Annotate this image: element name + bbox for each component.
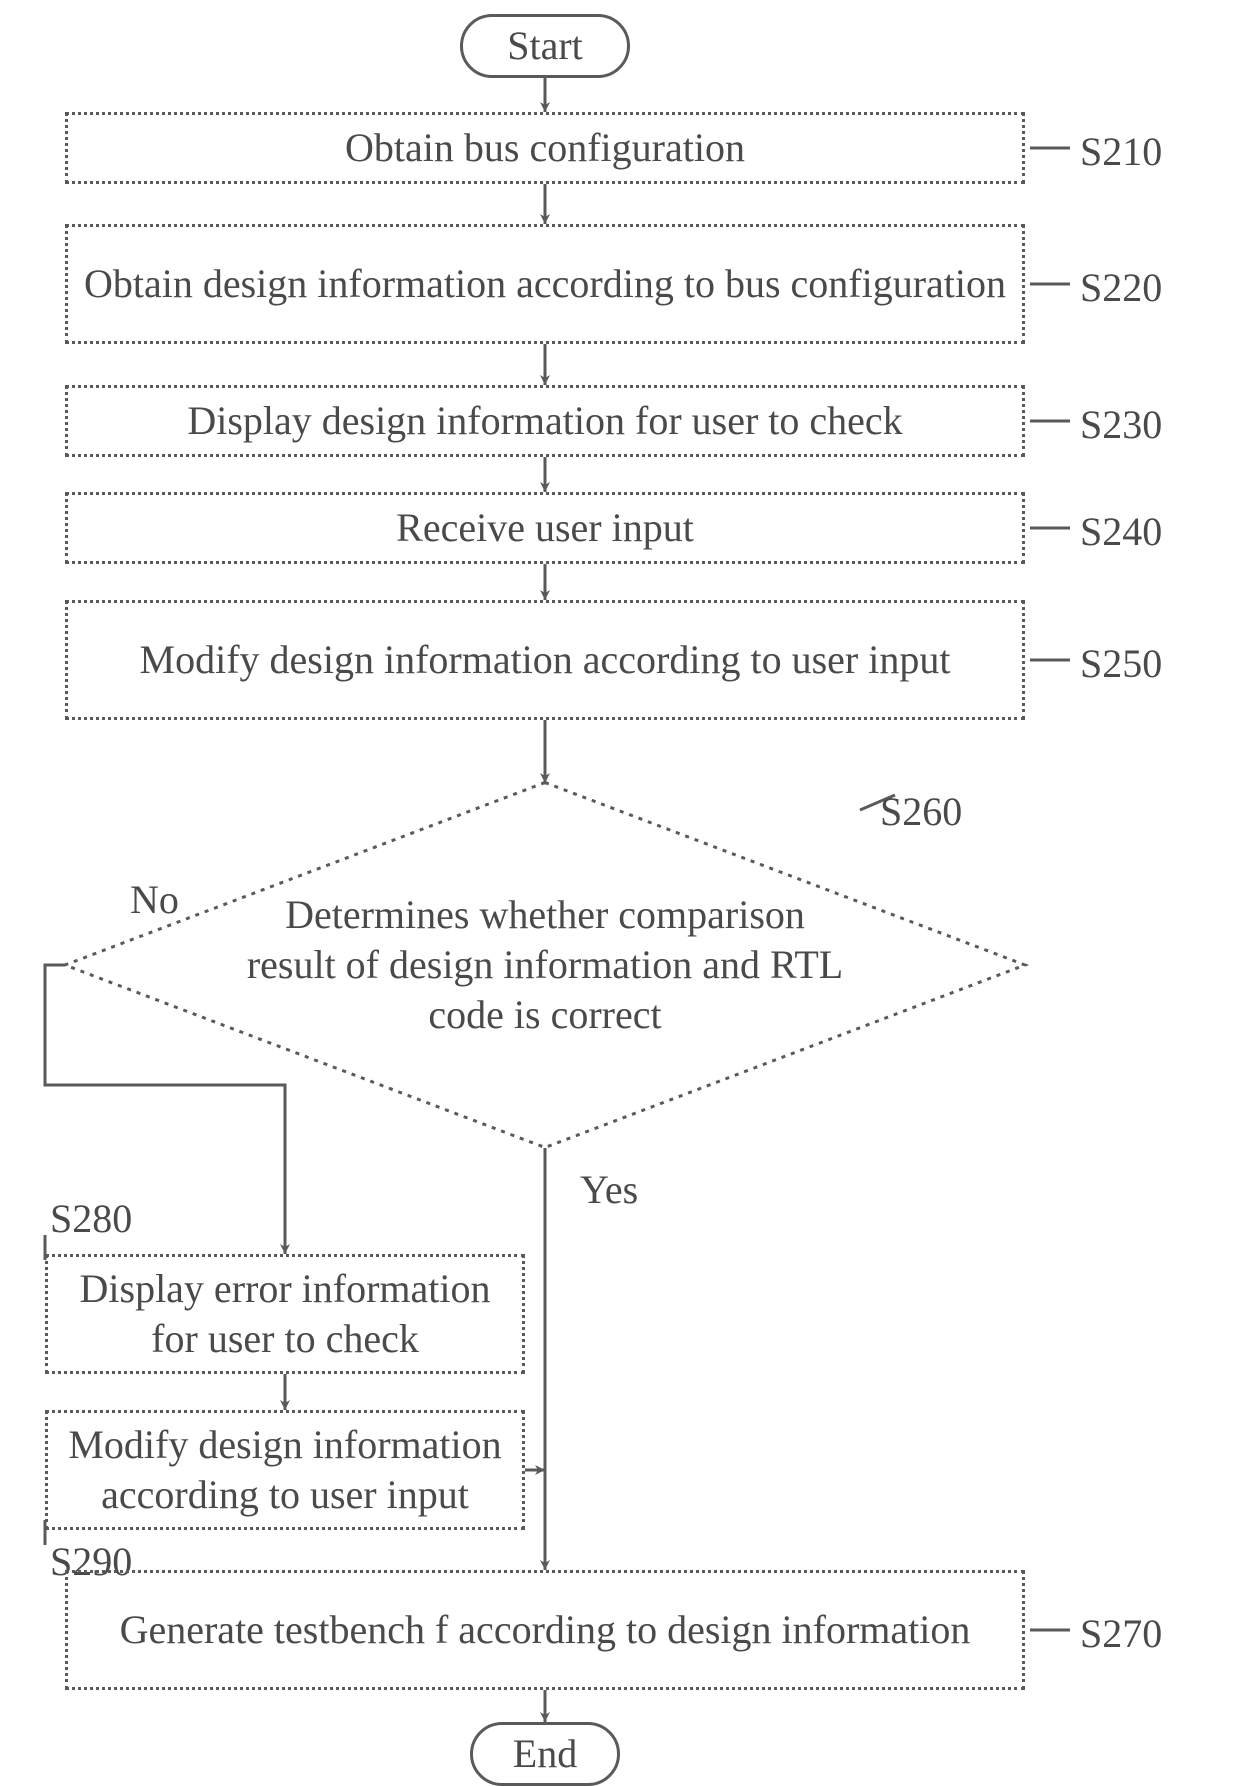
process-s270-text: Generate testbench f according to design…	[120, 1605, 971, 1655]
process-s250-text: Modify design information according to u…	[140, 635, 951, 685]
end-text: End	[513, 1729, 577, 1779]
step-label-s220: S220	[1080, 264, 1162, 311]
process-s220: Obtain design information according to b…	[65, 224, 1025, 344]
process-s210: Obtain bus configuration	[65, 112, 1025, 184]
step-label-s250: S250	[1080, 640, 1162, 687]
process-s290-text: Modify design information according to u…	[62, 1420, 508, 1520]
process-s280: Display error information for user to ch…	[45, 1254, 525, 1374]
process-s220-text: Obtain design information according to b…	[84, 259, 1006, 309]
process-s280-text: Display error information for user to ch…	[62, 1264, 508, 1364]
process-s210-text: Obtain bus configuration	[345, 123, 745, 173]
process-s240-text: Receive user input	[396, 503, 694, 553]
process-s270: Generate testbench f according to design…	[65, 1570, 1025, 1690]
decision-s260-text: Determines whether comparison result of …	[245, 890, 845, 1040]
process-s250: Modify design information according to u…	[65, 600, 1025, 720]
end-terminator: End	[470, 1722, 620, 1786]
process-s230: Display design information for user to c…	[65, 385, 1025, 457]
process-s240: Receive user input	[65, 492, 1025, 564]
step-label-s210: S210	[1080, 128, 1162, 175]
start-text: Start	[507, 21, 583, 71]
decision-s260: Determines whether comparison result of …	[245, 855, 845, 1075]
process-s230-text: Display design information for user to c…	[187, 396, 902, 446]
step-label-s280: S280	[50, 1195, 132, 1242]
step-label-s260: S260	[880, 788, 962, 835]
step-label-s230: S230	[1080, 401, 1162, 448]
edge-label-yes: Yes	[580, 1166, 638, 1213]
start-terminator: Start	[460, 14, 630, 78]
edge-label-no: No	[130, 876, 179, 923]
process-s290: Modify design information according to u…	[45, 1410, 525, 1530]
step-label-s240: S240	[1080, 508, 1162, 555]
step-label-s270: S270	[1080, 1610, 1162, 1657]
